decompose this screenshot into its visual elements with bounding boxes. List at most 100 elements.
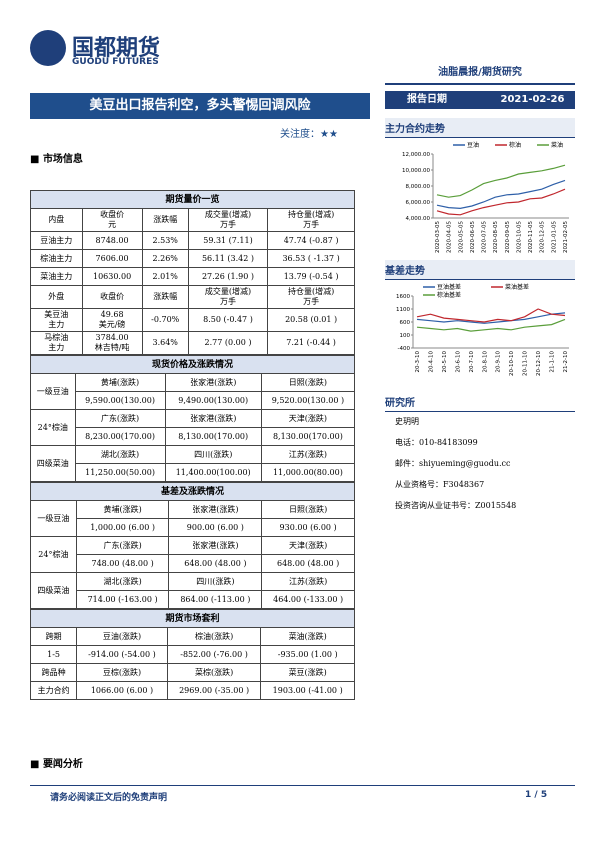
value-cell: 9,590.00(130.00): [74, 391, 166, 410]
value-cell: 1,000.00 (6.00 ): [75, 518, 170, 537]
head-cell: 张家港(涨跌): [168, 536, 263, 555]
logo-en: GUODU FUTURES: [72, 57, 159, 67]
value-cell: 8,230.00(170.00): [74, 427, 166, 446]
title: 美豆出口报告利空，多头警惕回调风险: [30, 93, 370, 119]
legend-label: 豆油: [467, 141, 479, 149]
section-news: ■ 要闻分析: [30, 759, 83, 770]
x-tick-label: 2020-09-05: [505, 221, 511, 253]
value-cell: 8,130.00(170.00): [164, 427, 262, 446]
head-cell: 黄埔(涨跌): [75, 500, 170, 519]
y-tick-label: 6,000.00: [406, 200, 431, 206]
legend-label: 棕油: [509, 141, 521, 149]
head-row: 一级豆油 黄埔(涨跌) 张家港(涨跌) 日照(涨跌): [30, 500, 355, 537]
y-tick-label: 100: [400, 333, 411, 339]
cell: 7.21 (-0.44 ): [267, 331, 355, 355]
cell: -852.00 (-76.00 ): [166, 645, 262, 664]
group-name: 一级豆油: [30, 500, 77, 537]
head-cell: 黄埔(涨跌): [74, 373, 166, 392]
cell: 涨跌幅: [141, 208, 189, 232]
cell: 成交量(增减) 万手: [187, 208, 269, 232]
date: 2021-02-26: [500, 94, 565, 105]
cell: 菜油主力: [30, 267, 83, 286]
row: 跨期 豆油(涨跌) 棕油(涨跌) 菜油(涨跌): [29, 627, 355, 646]
y-tick-label: 1100: [396, 307, 410, 313]
legend-label: 棕油基差: [437, 291, 461, 299]
table-title: 现货价格及涨跌情况: [30, 355, 355, 374]
tag: 油脂晨报/期货研究: [385, 63, 575, 85]
cell: 涨跌幅: [141, 285, 189, 309]
cell: 2.26%: [141, 249, 189, 268]
legend-label: 菜油基差: [505, 283, 529, 291]
value-cell: 900.00 (6.00 ): [168, 518, 263, 537]
date-bar: 报告日期 2021-02-26: [385, 91, 575, 109]
logo-text: 国都期货: [72, 36, 161, 61]
logo-icon: [30, 30, 66, 66]
group-name: 四级菜油: [30, 572, 77, 609]
title-row: 期货市场套利: [30, 609, 355, 628]
table-title: 基差及涨跌情况: [30, 482, 355, 501]
cell: 49.68 美元/磅: [81, 308, 143, 332]
head-cell: 湖北(涨跌): [74, 445, 166, 464]
value-cell: 9,520.00(130.00 ): [260, 391, 356, 410]
y-tick-label: 4,000.00: [406, 216, 431, 222]
head-cell: 江苏(涨跌): [261, 572, 355, 591]
head-row: 一级豆油 黄埔(涨跌) 张家港(涨跌) 日照(涨跌): [30, 373, 356, 410]
cell: 收盘价 元: [81, 208, 143, 232]
cell: 收盘价: [81, 285, 143, 309]
cell: 2.01%: [141, 267, 189, 286]
cell: 13.79 (-0.54 ): [267, 267, 355, 286]
title-row: 现货价格及涨跌情况: [30, 355, 355, 374]
divider: [385, 411, 575, 412]
head-cell: 湖北(涨跌): [75, 572, 170, 591]
value-row: 11,250.00(50.00) 11,400.00(100.00) 11,000.…: [31, 463, 356, 482]
x-tick-label: 21-2-10: [563, 351, 569, 373]
section-title: 市场信息: [42, 154, 83, 165]
page-number: 1 / 5: [525, 790, 548, 800]
head-cell: 日照(涨跌): [260, 373, 356, 392]
cell: 8.50 (-0.47 ): [187, 308, 269, 332]
contact: 从业资格号：F3048367: [395, 480, 485, 489]
head-row: 四级菜油 湖北(涨跌) 四川(涨跌) 江苏(涨跌): [30, 572, 355, 609]
value-row: 8,230.00(170.00) 8,130.00(170.00) 8,130.00…: [31, 427, 356, 446]
cell: 棕油(涨跌): [166, 627, 262, 646]
row: 1-5 -914.00 (-54.00 ) -852.00 (-76.00 ) -93…: [29, 645, 355, 664]
x-tick-label: 20-11-10: [523, 351, 529, 376]
value-cell: 714.00 (-163.00 ): [75, 590, 170, 609]
cell: 外盘: [30, 285, 83, 309]
legend-label: 菜油: [551, 141, 563, 149]
head-cell: 四川(涨跌): [168, 572, 263, 591]
footer-line: [30, 785, 575, 786]
head-cell: 日照(涨跌): [261, 500, 355, 519]
y-tick-label: 10,000.00: [402, 168, 430, 174]
x-tick-label: 20-6-10: [455, 351, 461, 373]
cell: 2.53%: [141, 231, 189, 250]
cell: 3784.00 林吉特/吨: [81, 331, 143, 355]
row: 豆油主力 8748.00 2.53% 59.31 (7.11) 47.74 (-0.87…: [30, 231, 355, 250]
cell: 59.31 (7.11): [187, 231, 269, 250]
cell: 跨期: [29, 627, 78, 646]
value-cell: 8,130.00(170.00): [260, 427, 356, 446]
value-cell: 648.00 (48.00 ): [168, 554, 263, 573]
cell: -935.00 (1.00 ): [260, 645, 355, 664]
contact: 投资咨询从业证书号：Z0015548: [395, 501, 517, 510]
x-tick-label: 2020-06-05: [470, 221, 476, 253]
cell: 2.77 (0.00 ): [187, 331, 269, 355]
cell: 持仓量(增减) 万手: [267, 285, 355, 309]
table-title: 期货市场套利: [30, 609, 355, 628]
value-row: 748.00 (48.00 ) 648.00 (48.00 ) 648.00 (48…: [31, 554, 355, 573]
head-row: 24°棕油 广东(涨跌) 张家港(涨跌) 天津(涨跌): [30, 409, 356, 446]
cell: 菜棕(涨跌): [166, 663, 262, 682]
tables: 期货量价一览 内盘 收盘价 元涨跌幅 成交量(增减) 万手 持仓量(增减) 万手 豆油主力…: [29, 190, 356, 700]
institute: 研究所: [385, 398, 415, 409]
group-name: 四级菜油: [30, 445, 76, 482]
head-cell: 天津(涨跌): [261, 536, 355, 555]
title-row: 期货量价一览: [30, 190, 355, 209]
cell: 47.74 (-0.87 ): [267, 231, 355, 250]
head-cell: 广东(涨跌): [74, 409, 166, 428]
row: 马棕油 主力 3784.00 林吉特/吨 3.64% 2.77 (0.00 ) 7.21…: [30, 331, 355, 355]
cell: 1066.00 (6.00 ): [76, 681, 168, 700]
x-tick-label: 20-7-10: [469, 351, 475, 373]
cell: 内盘: [30, 208, 83, 232]
row: 内盘 收盘价 元涨跌幅 成交量(增减) 万手 持仓量(增减) 万手: [30, 208, 355, 232]
